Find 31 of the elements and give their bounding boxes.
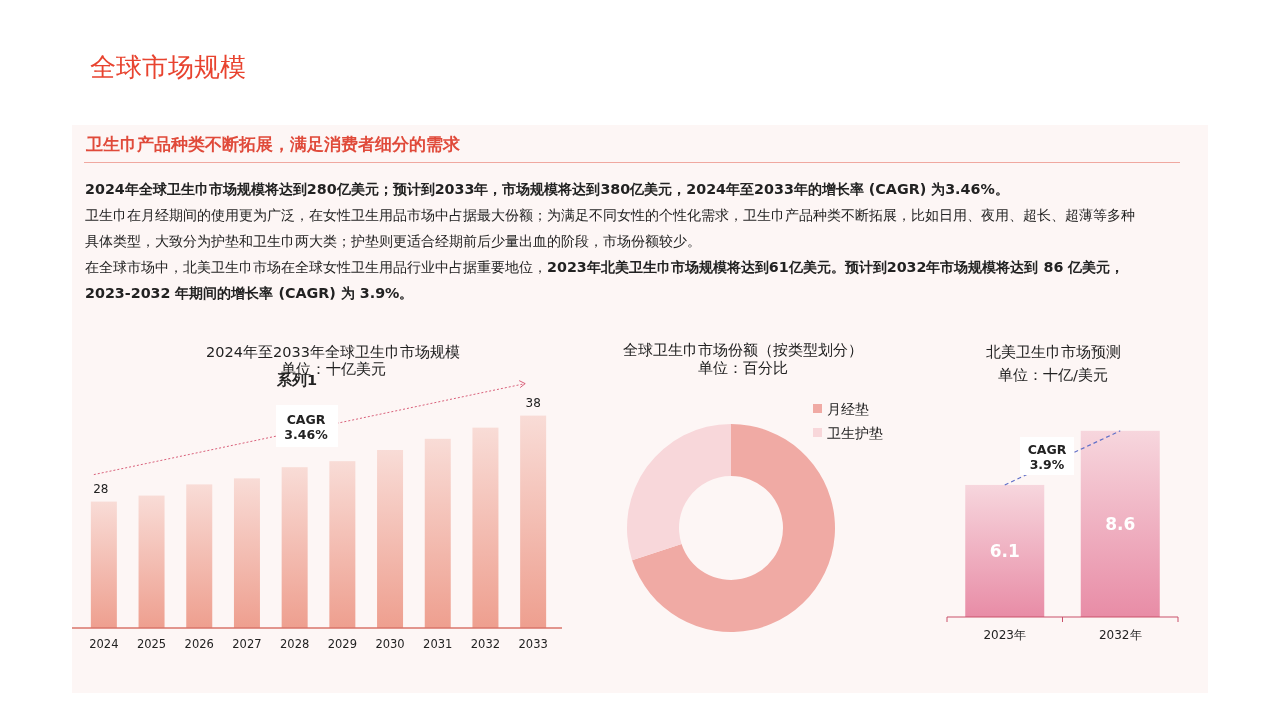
chart-title: 北美卫生巾市场预测 [985,344,1121,360]
text: 卫生巾在月经期间的使用更为广泛，在女性卫生用品市场中占据最大份额；为满足不同女性的个性化需求，卫生巾产品种类不断拓展，比如日用、夜用、超长、超薄等多种具体类型，大致分为护垫和卫生巾两大类；护垫则更适合经期前后少量出血的阶段，市场份额较少。 [85,206,1136,251]
x-tick-label: 2033 [518,637,548,651]
x-tick-label: 2026 [184,637,214,651]
data-label: 8.6 [1105,513,1136,534]
x-tick-label: 2027 [232,637,262,651]
x-tick-label: 2029 [327,637,357,651]
text: 卫生巾产品种类不断拓展，满足消费者细分的需求 [86,133,460,156]
x-tick-label: 2028 [280,637,310,651]
data-label: 6.1 [989,540,1020,561]
annotation: CAGR 3.9% [1027,442,1067,472]
data-label: 28 [93,481,109,496]
legend-label: 卫生护垫 [827,425,883,441]
chart-subtitle: 单位：百分比 [698,360,788,376]
annotation: CAGR 3.46% [284,412,329,442]
text: 2024年全球卫生巾市场规模将达到280亿美元；预计到2033年，市场规模将达到380亿美元，2024年至2033年的增长率 (CAGR) 为3.46%。 [85,180,1010,199]
x-tick-label: 2031 [423,637,453,651]
legend-label: 月经垫 [827,401,869,417]
text: 在全球市场中，北美卫生巾市场在全球女性卫生用品行业中占据重要地位，2023年北美卫生巾市场规模将达到61亿美元。预计到2032年市场规模将达到 86 亿美元，2023-2032 年期间的增长率 (CAGR) 为 3.9%。 [85,259,1125,301]
chart-subtitle: 单位：十亿/美元 [998,367,1108,383]
x-tick-label: 2032年 [1098,628,1142,642]
donut-slice [627,424,731,561]
x-tick-label: 2032 [470,637,501,651]
x-tick-label: 2024 [89,637,119,651]
text: 全球市场规模 [90,51,246,84]
x-tick-label: 2025 [136,637,167,651]
chart-title: 2024年至2033年全球卫生巾市场规模 [206,344,460,360]
data-label: 38 [525,395,541,410]
x-tick-label: 2023年 [983,628,1027,642]
chart-title: 全球卫生巾市场份额（按类型划分） [623,342,863,358]
x-tick-label: 2030 [375,637,405,651]
